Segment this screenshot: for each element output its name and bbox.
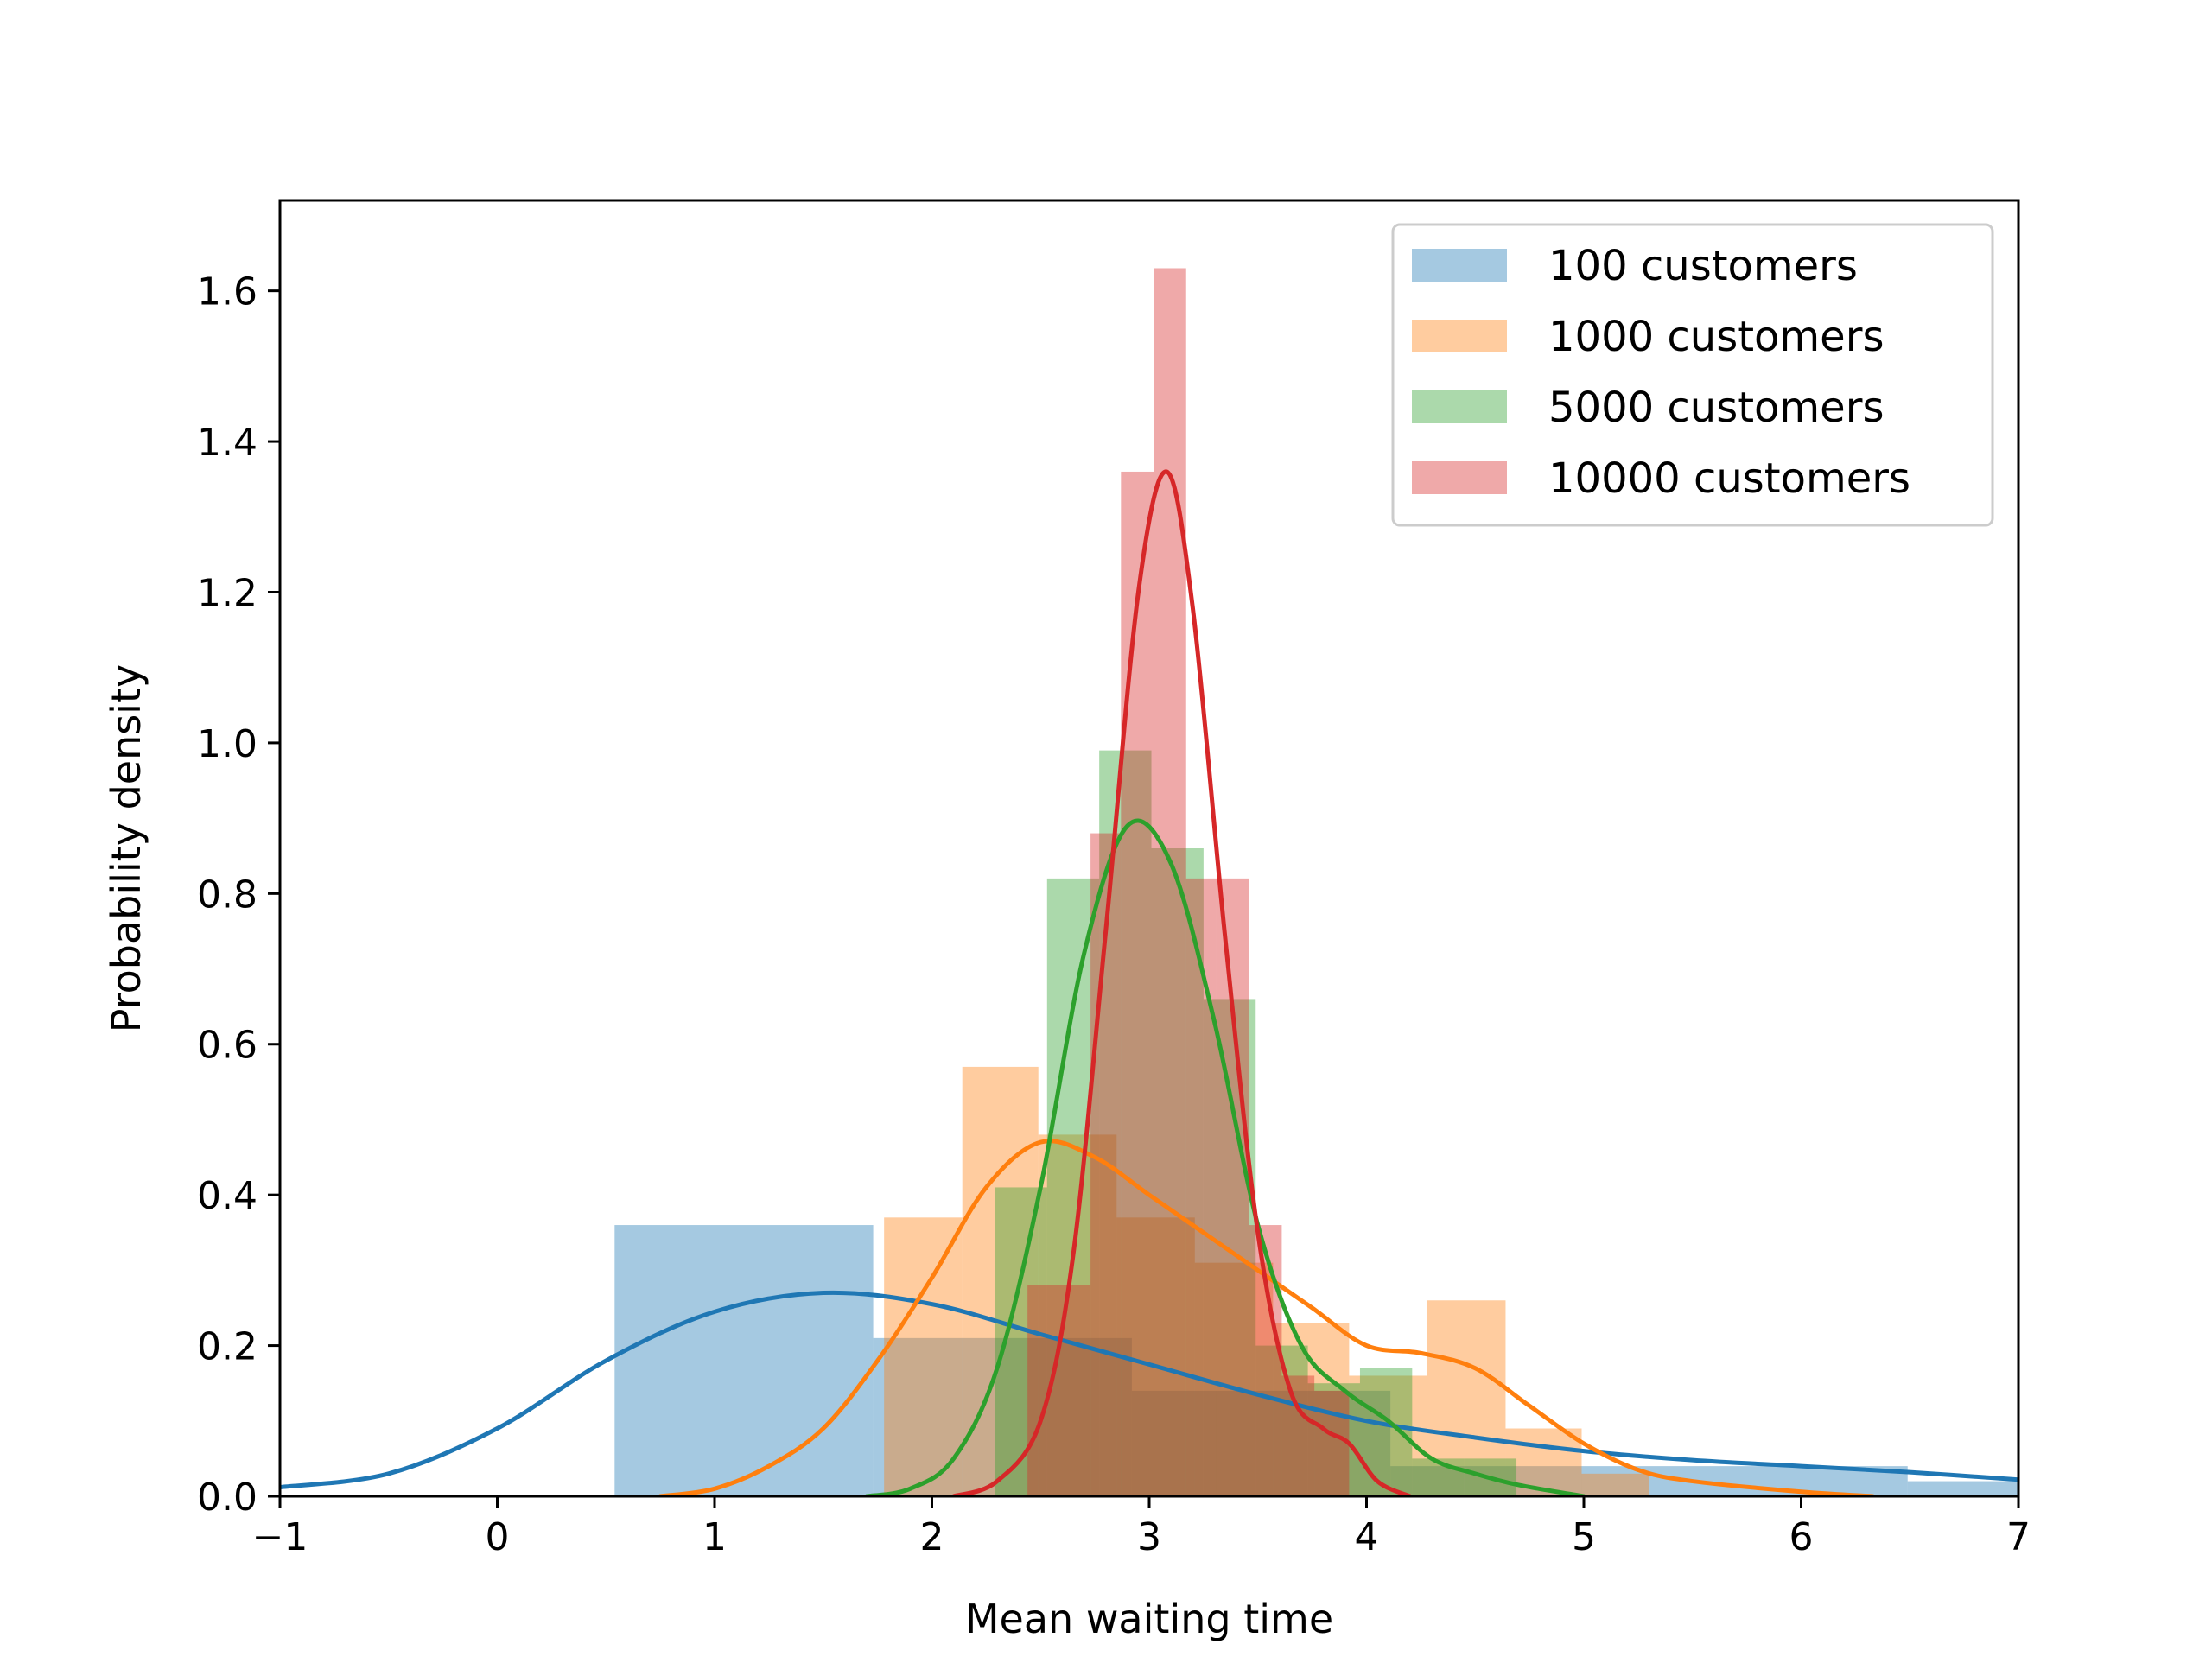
x-tick-label: 1 [702, 1515, 727, 1559]
hist-bar-5000-customers-4 [1203, 999, 1256, 1496]
hist-bar-10000-customers-4 [1185, 878, 1217, 1496]
y-axis-label: Probability density [103, 664, 149, 1032]
legend-label: 10000 customers [1548, 454, 1910, 503]
hist-bar-10000-customers-2 [1121, 471, 1154, 1496]
y-tick-label: 0.8 [197, 873, 257, 917]
y-tick-label: 1.2 [197, 571, 257, 615]
x-tick-label: 6 [1789, 1515, 1814, 1559]
hist-bar-1000-customers-2 [1038, 1134, 1117, 1496]
legend-item-5000-customers: 5000 customers [1412, 384, 1884, 432]
y-tick-label: 0.2 [197, 1325, 257, 1369]
hist-bar-1000-customers-0 [884, 1217, 963, 1496]
hist-bar-100-customers-0 [614, 1225, 874, 1496]
hist-bar-10000-customers-7 [1281, 1375, 1315, 1496]
hist-bar-10000-customers-3 [1154, 268, 1186, 1496]
hist-bar-5000-customers-6 [1307, 1383, 1360, 1496]
y-tick-label: 0.6 [197, 1024, 257, 1068]
hist-bar-10000-customers-8 [1314, 1390, 1350, 1496]
legend-item-100-customers: 100 customers [1412, 242, 1858, 290]
y-tick-label: 1.0 [197, 722, 257, 766]
y-axis-ticks: 0.0 0.2 0.4 0.6 0.8 1.0 1.2 1.4 1.6 [197, 270, 280, 1520]
x-tick-label: −1 [252, 1515, 308, 1559]
legend-swatch [1412, 461, 1507, 494]
hist-bar-100-customers-5 [1907, 1481, 2018, 1496]
x-tick-label: 0 [486, 1515, 510, 1559]
kde-line-100-customers [280, 1290, 2018, 1490]
legend-box [1391, 223, 1994, 527]
hist-bar-5000-customers-8 [1412, 1458, 1465, 1496]
hist-bar-1000-customers-9 [1581, 1473, 1649, 1496]
kde-layer [280, 469, 2018, 1496]
hist-bar-5000-customers-1 [1046, 878, 1100, 1496]
legend-swatch [1412, 390, 1507, 423]
y-tick-label: 1.4 [197, 421, 257, 465]
y-tick-label: 0.0 [197, 1476, 257, 1520]
legend-item-10000-customers: 10000 customers [1412, 454, 1910, 503]
y-tick-label: 0.4 [197, 1174, 257, 1218]
x-tick-label: 2 [920, 1515, 944, 1559]
legend-swatch [1412, 320, 1507, 352]
legend: 100 customers 1000 customers 5000 customer… [1391, 223, 1994, 527]
kde-line-5000-customers [864, 818, 1586, 1496]
hist-bar-1000-customers-6 [1349, 1375, 1427, 1496]
x-tick-label: 3 [1137, 1515, 1161, 1559]
x-axis-label: Mean waiting time [965, 1596, 1333, 1642]
hist-bar-5000-customers-2 [1099, 750, 1152, 1496]
kde-line-10000-customers [951, 469, 1413, 1496]
legend-swatch [1412, 249, 1507, 282]
hist-bar-10000-customers-0 [1027, 1285, 1091, 1496]
x-axis-ticks: −1 0 1 2 3 4 5 6 7 [252, 1496, 2031, 1559]
legend-label: 100 customers [1548, 242, 1858, 290]
hist-bar-5000-customers-7 [1359, 1368, 1413, 1496]
x-tick-label: 5 [1572, 1515, 1596, 1559]
hist-bar-5000-customers-5 [1255, 1345, 1308, 1496]
x-tick-label: 4 [1355, 1515, 1379, 1559]
hist-bar-100-customers-1 [873, 1337, 1132, 1496]
legend-label: 1000 customers [1548, 313, 1884, 361]
kde-line-1000-customers [658, 1139, 1875, 1496]
hist-bar-10000-customers-5 [1216, 878, 1249, 1496]
legend-item-1000-customers: 1000 customers [1412, 313, 1884, 361]
y-tick-label: 1.6 [197, 270, 257, 314]
hist-bar-5000-customers-3 [1151, 848, 1204, 1496]
legend-label: 5000 customers [1548, 384, 1884, 432]
x-tick-label: 7 [2006, 1515, 2031, 1559]
hist-bar-100-customers-3 [1390, 1466, 1649, 1496]
